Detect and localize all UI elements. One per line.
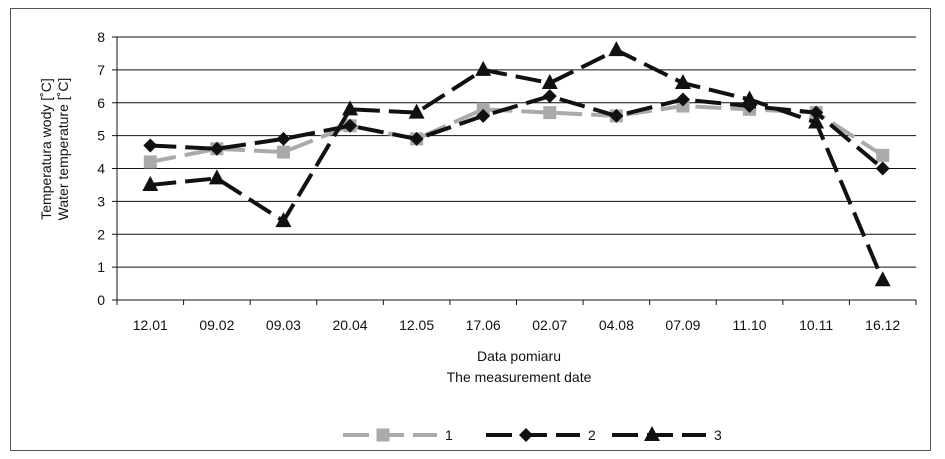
y-axis-ticks: 0 1 2 3 4 5 6 7 8 — [97, 29, 117, 308]
y-tick-label: 0 — [97, 292, 105, 308]
series-3-point — [741, 90, 758, 106]
x-tick-label: 09.02 — [199, 317, 234, 333]
grid-lines — [117, 36, 916, 268]
y-tick-label: 4 — [97, 161, 105, 177]
x-tick-label: 09.03 — [266, 317, 301, 333]
legend-1-marker — [376, 428, 390, 442]
x-tick-label: 16.12 — [865, 317, 900, 333]
series-1-line — [149, 104, 884, 164]
y-tick-label: 2 — [97, 226, 105, 242]
line-chart: 0 1 2 3 4 5 6 7 8 12.01 09.02 09.03 20.04 12.05 17.06… — [38, 29, 917, 443]
chart-frame: 0 1 2 3 4 5 6 7 8 12.01 09.02 09.03 20.04 12.05 17.06… — [10, 8, 931, 451]
series-1-point — [543, 106, 557, 120]
series-3-point — [275, 212, 292, 228]
x-tick-label: 04.08 — [599, 317, 634, 333]
series-2-line — [150, 94, 884, 171]
x-tick-label: 10.11 — [799, 317, 833, 333]
y-axis-label-line2: Water temperature [˚C] — [55, 78, 71, 221]
y-tick-label: 1 — [97, 259, 105, 275]
legend-3-label: 3 — [714, 427, 722, 443]
x-axis-label-line1: Data pomiaru — [477, 348, 561, 364]
series-2-point — [143, 138, 158, 153]
series-3-point — [408, 103, 425, 119]
series-2-point — [209, 141, 224, 156]
series-3-point — [142, 175, 159, 191]
x-tick-label: 12.05 — [399, 317, 434, 333]
series-group — [142, 41, 891, 287]
y-tick-label: 7 — [97, 62, 105, 78]
series-3-point — [608, 41, 625, 57]
x-axis-ticks: 12.01 09.02 09.03 20.04 12.05 17.06 02.07 04.08… — [116, 300, 917, 333]
series-1-point — [876, 148, 890, 162]
legend-3-marker — [644, 426, 660, 441]
series-2-point — [542, 89, 557, 104]
series-1-point — [276, 145, 290, 159]
series-3-point — [342, 100, 359, 116]
series-1-point — [143, 155, 157, 169]
x-axis-label-line2: The measurement date — [447, 369, 592, 385]
series-3-point — [874, 271, 891, 287]
series-2-point — [276, 131, 291, 146]
x-tick-label: 12.01 — [133, 317, 168, 333]
series-2-point — [875, 161, 890, 176]
y-axis-label-line1: Temperatura wody [˚C] — [38, 78, 54, 220]
legend-2-label: 2 — [588, 427, 596, 443]
series-3-point — [208, 169, 225, 185]
series-2-point — [343, 118, 358, 133]
series-3-point — [674, 74, 691, 90]
series-2-point — [409, 131, 424, 146]
series-3-point — [475, 60, 492, 76]
series-3-point — [808, 113, 825, 129]
legend-1-label: 1 — [445, 427, 453, 443]
x-tick-label: 07.09 — [665, 317, 700, 333]
x-tick-label: 11.10 — [733, 317, 767, 333]
series-3-point — [541, 74, 558, 90]
legend-2-marker — [519, 428, 533, 442]
x-tick-label: 20.04 — [333, 317, 368, 333]
series-2-point — [809, 105, 824, 120]
series-3-line — [150, 48, 885, 282]
y-tick-label: 5 — [97, 128, 105, 144]
y-tick-label: 3 — [97, 193, 105, 209]
x-tick-label: 02.07 — [532, 317, 567, 333]
legend: 1 2 3 — [343, 426, 722, 443]
y-tick-label: 8 — [97, 29, 105, 45]
x-tick-label: 17.06 — [466, 317, 501, 333]
series-2-point — [675, 92, 690, 107]
series-2-point — [609, 108, 624, 123]
y-tick-label: 6 — [97, 95, 105, 111]
series-2-point — [476, 108, 491, 123]
